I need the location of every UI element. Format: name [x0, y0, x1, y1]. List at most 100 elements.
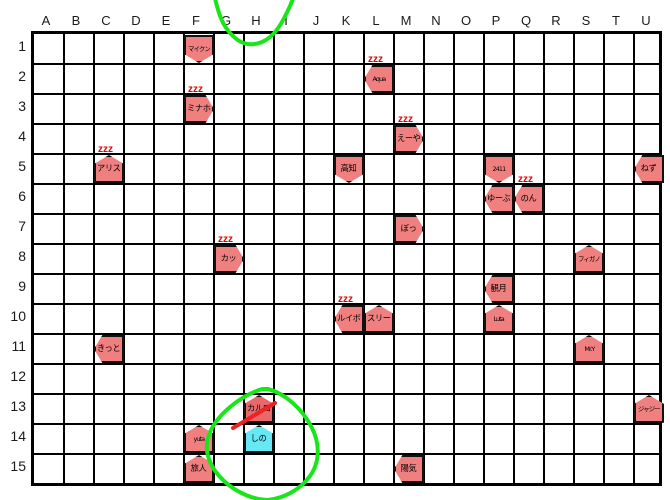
token-label: 2411	[492, 164, 507, 173]
token-t15[interactable]: ルイボ	[334, 305, 364, 333]
row-header-9: 9	[18, 278, 26, 294]
token-label: ジャジー	[638, 404, 661, 413]
grid-line-horizontal	[34, 123, 659, 125]
token-label: カルロ	[247, 403, 271, 414]
token-label: フィガノ	[578, 254, 601, 263]
column-header-K: K	[341, 13, 351, 28]
column-header-C: C	[101, 13, 111, 28]
grid-line-vertical	[513, 34, 515, 483]
column-header-H: H	[251, 13, 261, 28]
token-t19[interactable]: Mr.Y	[574, 335, 604, 363]
token-t14[interactable]: 観月	[484, 275, 514, 303]
token-t25[interactable]: 陽気	[394, 455, 424, 483]
token-t5[interactable]: アリス	[94, 155, 124, 183]
grid-line-vertical	[183, 34, 185, 483]
token-label: カッ	[221, 253, 237, 264]
grid-line-horizontal	[34, 333, 659, 335]
zzz-indicator: zzz	[338, 294, 353, 305]
token-t6[interactable]: 高知	[334, 155, 364, 183]
token-t20[interactable]: ジャジー	[634, 395, 664, 423]
grid-line-vertical	[153, 34, 155, 483]
token-t9[interactable]: ゆーぶ	[484, 185, 514, 213]
grid-line-vertical	[543, 34, 545, 483]
token-label: しの	[251, 433, 267, 444]
token-t12[interactable]: カッ	[214, 245, 244, 273]
token-label: きっと	[97, 343, 121, 354]
grid-line-horizontal	[34, 453, 659, 455]
zzz-indicator: zzz	[518, 174, 533, 185]
column-header-G: G	[220, 13, 232, 28]
grid-line-horizontal	[34, 153, 659, 155]
column-header-T: T	[612, 13, 620, 28]
row-header-6: 6	[18, 188, 26, 204]
grid-line-horizontal	[34, 183, 659, 185]
row-header-10: 10	[10, 308, 26, 324]
column-header-I: I	[284, 13, 288, 28]
column-header-L: L	[372, 13, 380, 28]
grid-line-horizontal	[34, 93, 659, 95]
row-header-1: 1	[18, 38, 26, 54]
token-t17[interactable]: Luta	[484, 305, 514, 333]
token-t21[interactable]: カルロ	[244, 395, 274, 423]
token-label: ぼっ	[401, 223, 417, 234]
token-label: えーや	[397, 133, 421, 144]
column-header-S: S	[581, 13, 591, 28]
grid-line-vertical	[453, 34, 455, 483]
token-t3[interactable]: ミナホ	[184, 95, 214, 123]
row-header-11: 11	[11, 338, 26, 354]
token-t10[interactable]: のん	[514, 185, 544, 213]
token-t11[interactable]: ぼっ	[394, 215, 424, 243]
grid-line-vertical	[333, 34, 335, 483]
grid-line-horizontal	[34, 243, 659, 245]
token-label: yuta	[193, 434, 206, 443]
column-header-N: N	[431, 13, 441, 28]
row-header-2: 2	[18, 68, 26, 84]
column-header-M: M	[400, 13, 412, 28]
grid-line-vertical	[93, 34, 95, 483]
token-label: Luta	[493, 314, 505, 323]
grid-line-horizontal	[34, 273, 659, 275]
grid-line-horizontal	[34, 63, 659, 65]
token-t4[interactable]: えーや	[394, 125, 424, 153]
grid-line-horizontal	[34, 303, 659, 305]
token-t8[interactable]: ねず	[634, 155, 664, 183]
token-label: アリス	[97, 163, 121, 174]
token-label: 陽気	[401, 463, 417, 474]
column-header-D: D	[131, 13, 141, 28]
row-header-5: 5	[18, 158, 26, 174]
token-t1[interactable]: マイクン	[184, 35, 214, 63]
token-label: ルイボ	[337, 313, 361, 324]
token-t7[interactable]: 2411	[484, 155, 514, 183]
token-label: スリー	[367, 313, 391, 324]
token-t23[interactable]: しの	[244, 425, 274, 453]
token-label: ねず	[641, 163, 657, 174]
token-t13[interactable]: フィガノ	[574, 245, 604, 273]
grid-line-vertical	[303, 34, 305, 483]
token-label: ミナホ	[187, 103, 211, 114]
zzz-indicator: zzz	[368, 54, 383, 65]
row-header-3: 3	[18, 98, 26, 114]
grid-line-vertical	[603, 34, 605, 483]
token-label: Aqua	[372, 74, 387, 83]
zzz-indicator: zzz	[218, 234, 233, 245]
token-t2[interactable]: Aqua	[364, 65, 394, 93]
row-header-4: 4	[18, 128, 26, 144]
grid[interactable]: マイクン Aqua zzz ミナホ zzz えーや zzz アリス zzz 高知 2411 ねずゆーぶ…	[31, 31, 664, 486]
grid-line-vertical	[633, 34, 635, 483]
zzz-indicator: zzz	[188, 84, 203, 95]
grid-line-vertical	[393, 34, 395, 483]
column-header-J: J	[312, 13, 320, 28]
grid-line-horizontal	[34, 393, 659, 395]
token-t24[interactable]: 旅人	[184, 455, 214, 483]
token-t16[interactable]: スリー	[364, 305, 394, 333]
column-header-B: B	[71, 13, 81, 28]
token-t22[interactable]: yuta	[184, 425, 214, 453]
grid-line-vertical	[123, 34, 125, 483]
token-t18[interactable]: きっと	[94, 335, 124, 363]
token-label: 旅人	[191, 463, 207, 474]
token-label: のん	[521, 193, 537, 204]
row-header-7: 7	[18, 218, 26, 234]
grid-line-vertical	[363, 34, 365, 483]
grid-line-horizontal	[34, 213, 659, 215]
